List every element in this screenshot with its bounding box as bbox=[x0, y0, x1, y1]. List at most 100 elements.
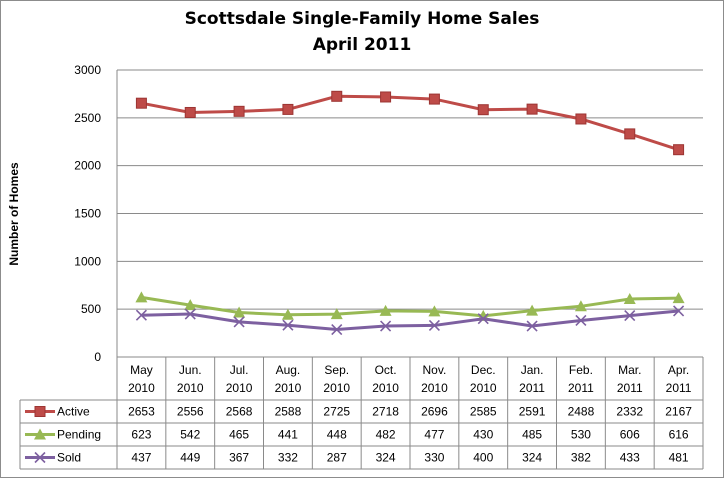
data-point bbox=[575, 113, 587, 125]
table-cell-value: 481 bbox=[669, 451, 689, 465]
table-cell-value: 482 bbox=[376, 428, 396, 442]
y-tick-label: 1500 bbox=[74, 207, 101, 221]
table-cell-value: 400 bbox=[473, 451, 493, 465]
table-cell-value: 330 bbox=[424, 451, 444, 465]
y-tick-label: 2000 bbox=[74, 159, 101, 173]
data-point bbox=[672, 292, 685, 304]
data-point bbox=[184, 308, 196, 320]
data-point bbox=[184, 106, 196, 118]
data-point bbox=[477, 104, 489, 116]
x-tick-label: Nov. bbox=[423, 363, 447, 377]
data-point bbox=[34, 406, 46, 417]
x-tick-label: May bbox=[130, 363, 153, 377]
data-point bbox=[330, 308, 343, 320]
table-cell-value: 2332 bbox=[616, 405, 643, 419]
table-cell-value: 2653 bbox=[128, 405, 155, 419]
data-point bbox=[331, 90, 343, 102]
table-cell-value: 2488 bbox=[568, 405, 595, 419]
data-point bbox=[380, 91, 392, 103]
data-point bbox=[233, 316, 245, 328]
x-tick-label: Oct. bbox=[375, 363, 397, 377]
table-cell-value: 623 bbox=[131, 428, 151, 442]
data-point bbox=[526, 103, 538, 115]
table-cell-value: 382 bbox=[571, 451, 591, 465]
table-cell-value: 2696 bbox=[421, 405, 448, 419]
table-cell-value: 324 bbox=[376, 451, 396, 465]
data-point bbox=[624, 128, 636, 140]
data-point bbox=[673, 144, 685, 156]
table-cell-value: 2718 bbox=[372, 405, 399, 419]
data-point bbox=[34, 428, 46, 440]
data-point bbox=[673, 305, 685, 317]
table-cell-value: 477 bbox=[424, 428, 444, 442]
table-cell-value: 441 bbox=[278, 428, 298, 442]
x-tick-label: Apr. bbox=[668, 363, 689, 377]
x-tick-label: 2010 bbox=[470, 381, 497, 395]
table-cell-value: 2585 bbox=[470, 405, 497, 419]
x-tick-label: Feb. bbox=[569, 363, 593, 377]
table-cell-value: 2591 bbox=[519, 405, 546, 419]
table-cell-value: 324 bbox=[522, 451, 542, 465]
series-line bbox=[141, 94, 680, 152]
x-tick-label: 2011 bbox=[519, 381, 545, 395]
x-tick-label: Jan. bbox=[521, 363, 544, 377]
data-point bbox=[428, 319, 440, 331]
x-tick-label: 2010 bbox=[372, 381, 399, 395]
table-cell-value: 542 bbox=[180, 428, 200, 442]
table-cell-value: 367 bbox=[229, 451, 249, 465]
table-cell-value: 485 bbox=[522, 428, 542, 442]
x-tick-label: 2011 bbox=[568, 381, 594, 395]
data-point bbox=[379, 304, 392, 316]
table-cell-value: 2588 bbox=[275, 405, 302, 419]
table-cell-value: 433 bbox=[620, 451, 640, 465]
legend-label: Sold bbox=[57, 451, 81, 465]
data-point bbox=[575, 314, 587, 327]
table-cell-value: 2568 bbox=[226, 405, 253, 419]
y-tick-label: 1000 bbox=[74, 254, 101, 268]
data-point bbox=[135, 97, 147, 109]
data-point bbox=[184, 299, 197, 311]
y-tick-label: 0 bbox=[94, 350, 101, 364]
data-point bbox=[428, 305, 441, 317]
x-tick-label: 2010 bbox=[226, 381, 253, 395]
table-cell-value: 437 bbox=[131, 451, 151, 465]
data-point bbox=[623, 293, 636, 305]
y-tick-label: 500 bbox=[81, 302, 101, 316]
series-line bbox=[141, 309, 679, 332]
x-tick-label: Dec. bbox=[471, 363, 496, 377]
table-cell-value: 430 bbox=[473, 428, 493, 442]
x-tick-label: Mar. bbox=[618, 363, 641, 377]
data-point bbox=[281, 308, 294, 320]
y-tick-label: 2500 bbox=[74, 111, 101, 125]
x-tick-label: Jul. bbox=[230, 363, 249, 377]
data-point bbox=[428, 93, 440, 105]
x-tick-label: 2010 bbox=[275, 381, 302, 395]
table-cell-value: 2725 bbox=[323, 405, 350, 419]
data-point bbox=[233, 105, 245, 117]
x-tick-label: 2010 bbox=[323, 381, 350, 395]
x-tick-label: 2010 bbox=[128, 381, 155, 395]
data-point bbox=[624, 310, 636, 322]
data-point bbox=[526, 304, 539, 316]
legend-label: Active bbox=[57, 405, 90, 419]
table-cell-value: 616 bbox=[669, 428, 689, 442]
table-cell-value: 465 bbox=[229, 428, 249, 442]
data-point bbox=[34, 451, 46, 464]
legend-label: Pending bbox=[57, 428, 101, 442]
x-tick-label: 2010 bbox=[177, 381, 204, 395]
y-tick-label: 3000 bbox=[74, 63, 101, 77]
data-point bbox=[233, 306, 246, 318]
data-point bbox=[380, 320, 392, 332]
series-line bbox=[141, 295, 679, 318]
data-point bbox=[282, 319, 294, 331]
table-cell-value: 530 bbox=[571, 428, 591, 442]
x-tick-label: 2011 bbox=[666, 381, 692, 395]
table-cell-value: 2167 bbox=[665, 405, 692, 419]
data-point bbox=[574, 300, 587, 312]
chart-title: Scottsdale Single-Family Home Sales bbox=[184, 9, 540, 29]
data-point bbox=[135, 291, 148, 303]
table-cell-value: 332 bbox=[278, 451, 298, 465]
chart-subtitle: April 2011 bbox=[312, 35, 412, 55]
data-point bbox=[331, 323, 343, 336]
